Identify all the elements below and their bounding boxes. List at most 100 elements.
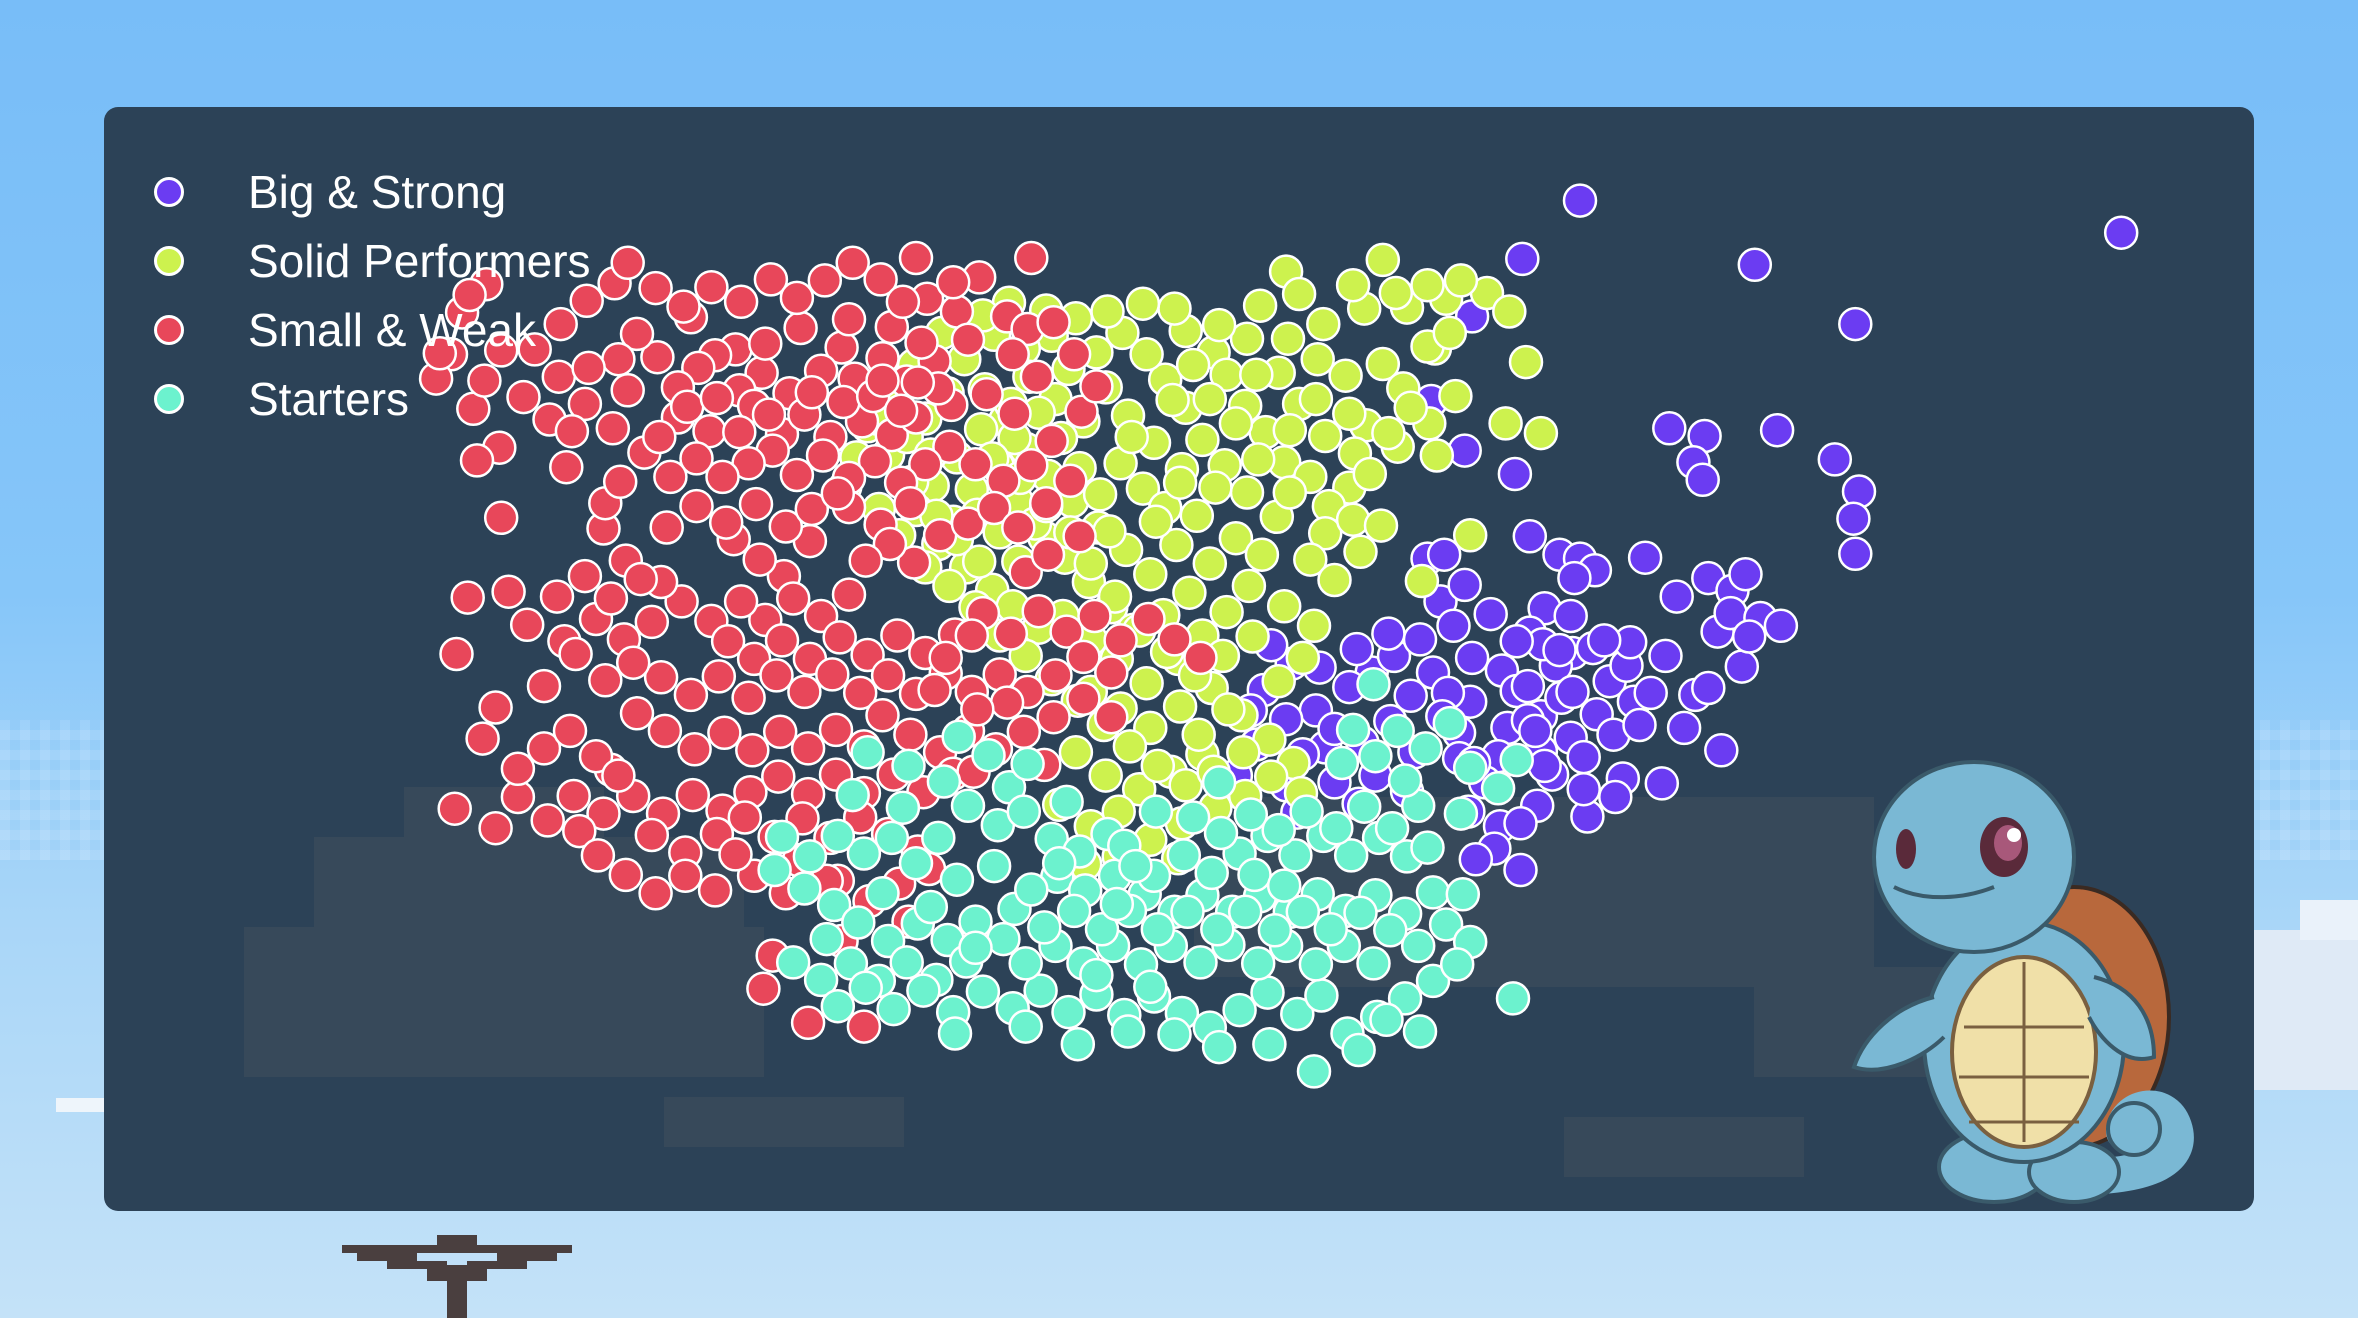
scatter-point (1393, 678, 1428, 714)
scatter-point (1724, 649, 1760, 684)
scatter-point (1293, 542, 1328, 577)
scatter-point (1371, 415, 1406, 451)
scatter-point (459, 443, 495, 478)
scatter-point (723, 284, 759, 320)
scatter-point (792, 839, 828, 874)
pixel-bird-icon (342, 1235, 572, 1318)
scatter-point (822, 620, 857, 655)
scatter-point (1140, 748, 1176, 784)
scatter-point (1652, 411, 1687, 446)
scatter-point (722, 414, 757, 450)
scatter-point (850, 735, 885, 770)
scatter-point (790, 1005, 826, 1041)
scatter-point (1079, 957, 1114, 993)
scatter-point (1170, 894, 1205, 930)
scatter-point (478, 690, 513, 725)
scatter-point (1319, 810, 1354, 846)
scatter-point (1510, 668, 1546, 704)
scatter-point (1060, 1026, 1096, 1062)
scatter-point (876, 991, 911, 1027)
scatter-point (898, 240, 934, 276)
scatter-point (649, 510, 684, 545)
scatter-point (1209, 594, 1244, 630)
scatter-point (1077, 598, 1112, 634)
scatter-point (1235, 619, 1270, 654)
scatter-point (483, 333, 519, 368)
scatter-point (841, 905, 876, 940)
scatter-point (1402, 622, 1438, 657)
scatter-point (1159, 527, 1194, 563)
scatter-point (963, 411, 999, 447)
scatter-point (450, 580, 485, 615)
scatter-point (816, 887, 852, 923)
scatter-point (865, 363, 900, 398)
scatter-point (1001, 510, 1036, 545)
scatter-point (1285, 894, 1321, 930)
scatter-point (697, 873, 733, 908)
scatter-point (1218, 520, 1254, 556)
scatter-point (764, 819, 800, 855)
scatter-point (764, 623, 800, 658)
scatter-point (1138, 794, 1174, 829)
scatter-point (757, 852, 792, 888)
scatter-point (1523, 415, 1559, 451)
scatter-point (1133, 969, 1168, 1005)
scatter-point (673, 677, 709, 713)
legend-label: Small & Weak (248, 303, 537, 356)
scatter-point (556, 778, 591, 814)
legend-label: Big & Strong (248, 165, 507, 218)
scatter-point (1253, 759, 1289, 794)
scatter-point (569, 283, 604, 319)
scatter-point (1737, 247, 1773, 283)
legend-label: Starters (248, 372, 410, 425)
scatter-point (1333, 838, 1369, 873)
scatter-point (1038, 658, 1073, 693)
scatter-point (898, 845, 934, 881)
scatter-point (552, 713, 588, 749)
scatter-point (1058, 735, 1094, 770)
scatter-point (1499, 742, 1534, 778)
scatter-point (1443, 263, 1479, 298)
scatter-point (1242, 288, 1278, 323)
scatter-point (976, 848, 1012, 884)
scatter-point (1285, 640, 1321, 676)
scatter-point (1415, 875, 1451, 910)
scatter-point (900, 365, 936, 400)
scatter-point (1499, 624, 1534, 659)
scatter-point (807, 263, 843, 298)
scatter-point (1691, 670, 1726, 706)
scatter-point (926, 764, 962, 799)
scatter-point (2103, 215, 2139, 250)
scatter-point (1492, 294, 1527, 329)
scatter-point (506, 379, 541, 415)
scatter-point (483, 500, 519, 536)
sky-cloud-right (2254, 930, 2358, 1090)
scatter-point (1272, 475, 1308, 510)
scatter-point (727, 800, 763, 835)
scatter-point (950, 322, 986, 357)
scatter-point (539, 579, 575, 614)
scatter-point (950, 506, 986, 541)
scatter-point (1341, 1032, 1376, 1068)
legend-item-starters: Starters (154, 364, 591, 433)
scatter-point (666, 289, 701, 324)
scatter-point (835, 245, 870, 281)
sky-cloud-right-top (2300, 900, 2358, 940)
scatter-point (1014, 240, 1049, 276)
scatter-point (1598, 779, 1633, 815)
scatter-point (710, 624, 746, 659)
scatter-point (1763, 608, 1799, 644)
scatter-point (826, 384, 861, 420)
scatter-point (1041, 845, 1077, 881)
scatter-point (1445, 877, 1481, 912)
scatter-point (593, 581, 629, 616)
scatter-point (932, 568, 967, 604)
scatter-point (1838, 536, 1873, 572)
scatter-point (961, 544, 997, 579)
scatter-point (1497, 456, 1533, 492)
scatter-point (1503, 852, 1538, 888)
scatter-point (965, 974, 1001, 1009)
scatter-point (1053, 463, 1088, 499)
scatter-point (891, 748, 926, 784)
scatter-point (1036, 304, 1071, 340)
